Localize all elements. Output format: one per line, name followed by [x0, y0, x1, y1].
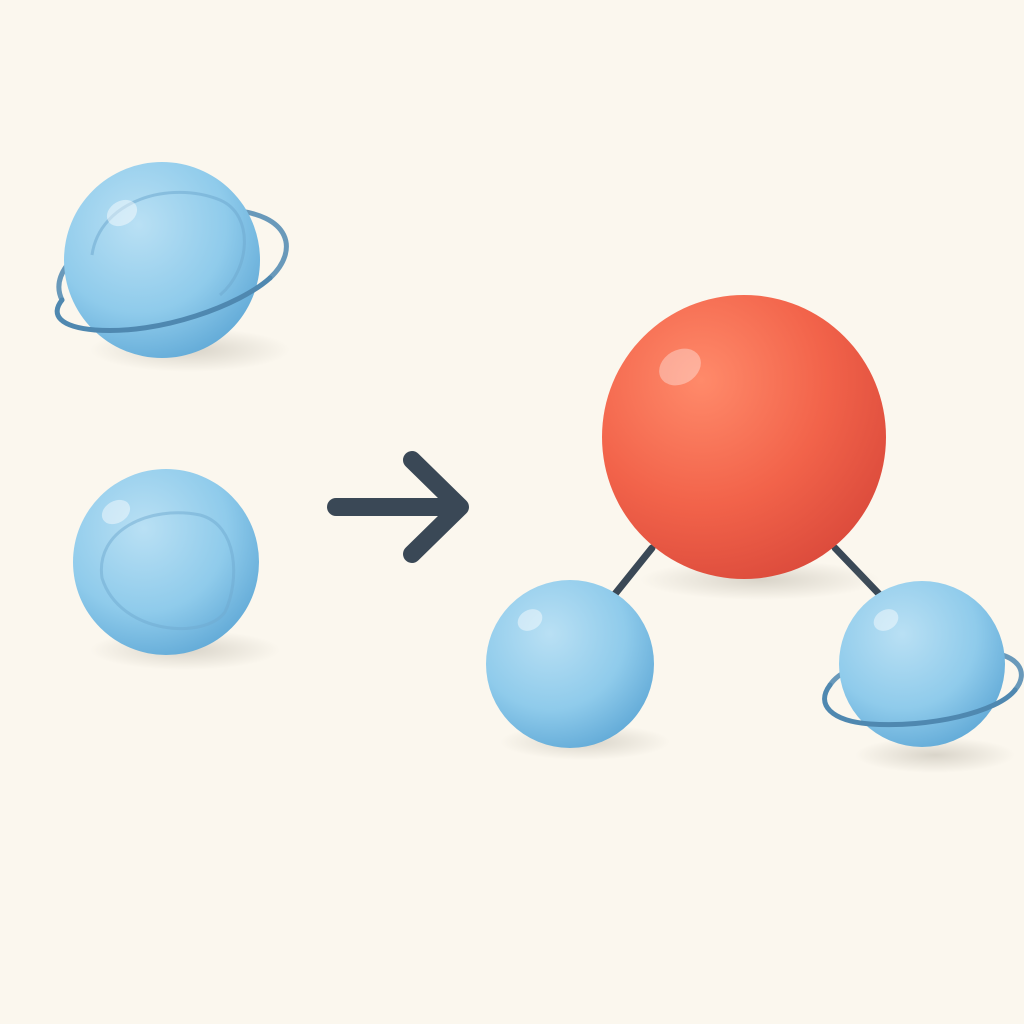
- product-hydrogen-atom-right: [822, 581, 1024, 773]
- product-water-molecule: [486, 295, 1024, 773]
- bond-left: [611, 544, 656, 598]
- oxygen-sphere: [602, 295, 886, 579]
- sphere-contour: [99, 511, 236, 631]
- sphere-highlight: [101, 499, 131, 525]
- atom-shadow: [855, 737, 1015, 773]
- orbit-ring-front: [822, 682, 1018, 728]
- sphere-highlight: [517, 609, 543, 631]
- sphere-highlight: [106, 199, 138, 227]
- orbit-ring-front: [54, 275, 273, 334]
- product-hydrogen-atom-left: [486, 580, 670, 760]
- product-oxygen-atom: [602, 295, 886, 600]
- sphere-contour: [90, 191, 246, 297]
- arrow-head: [403, 451, 469, 563]
- reactant-hydrogen-atom-1: [54, 162, 290, 372]
- sphere-highlight: [659, 348, 701, 386]
- reactant-hydrogen-atom-2: [73, 469, 280, 670]
- sphere-highlight: [873, 609, 899, 631]
- hydrogen-sphere: [486, 580, 654, 748]
- hydrogen-sphere: [839, 581, 1005, 747]
- reaction-arrow: [327, 451, 469, 563]
- hydrogen-sphere: [73, 469, 259, 655]
